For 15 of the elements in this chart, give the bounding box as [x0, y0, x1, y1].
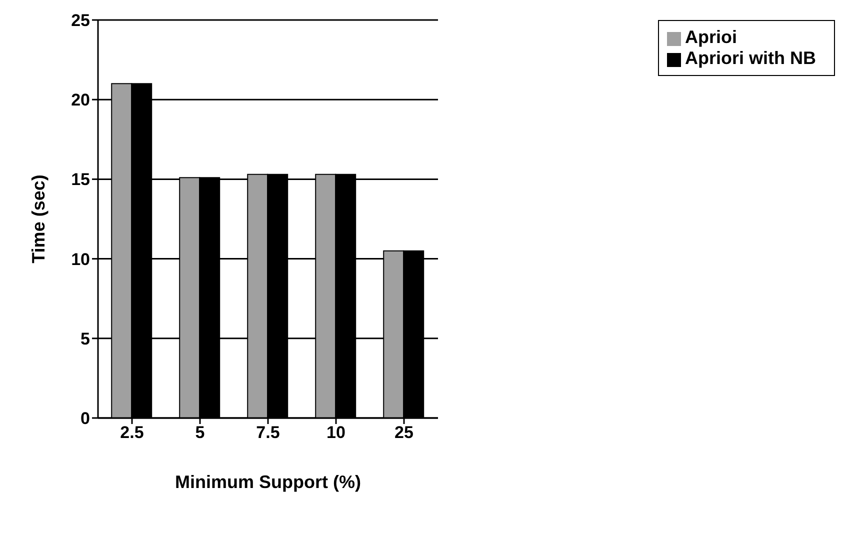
legend-label: Aprioi [685, 27, 737, 47]
x-tick-label: 10 [326, 423, 346, 442]
x-tick-label: 5 [195, 423, 205, 442]
y-tick-label: 25 [71, 11, 90, 30]
y-axis-title: Time (sec) [28, 174, 48, 264]
y-tick-label: 15 [71, 170, 90, 190]
y-tick-label: 20 [71, 90, 90, 110]
legend-label: Apriori with NB [685, 48, 816, 68]
x-tick-label: 2.5 [120, 423, 144, 442]
x-axis-title: Minimum Support (%) [175, 472, 361, 492]
y-tick-label: 10 [71, 250, 90, 269]
x-tick-label: 25 [394, 423, 414, 442]
y-tick-label: 0 [80, 409, 90, 428]
y-tick-label: 5 [80, 329, 90, 348]
x-tick-label: 7.5 [256, 423, 280, 442]
